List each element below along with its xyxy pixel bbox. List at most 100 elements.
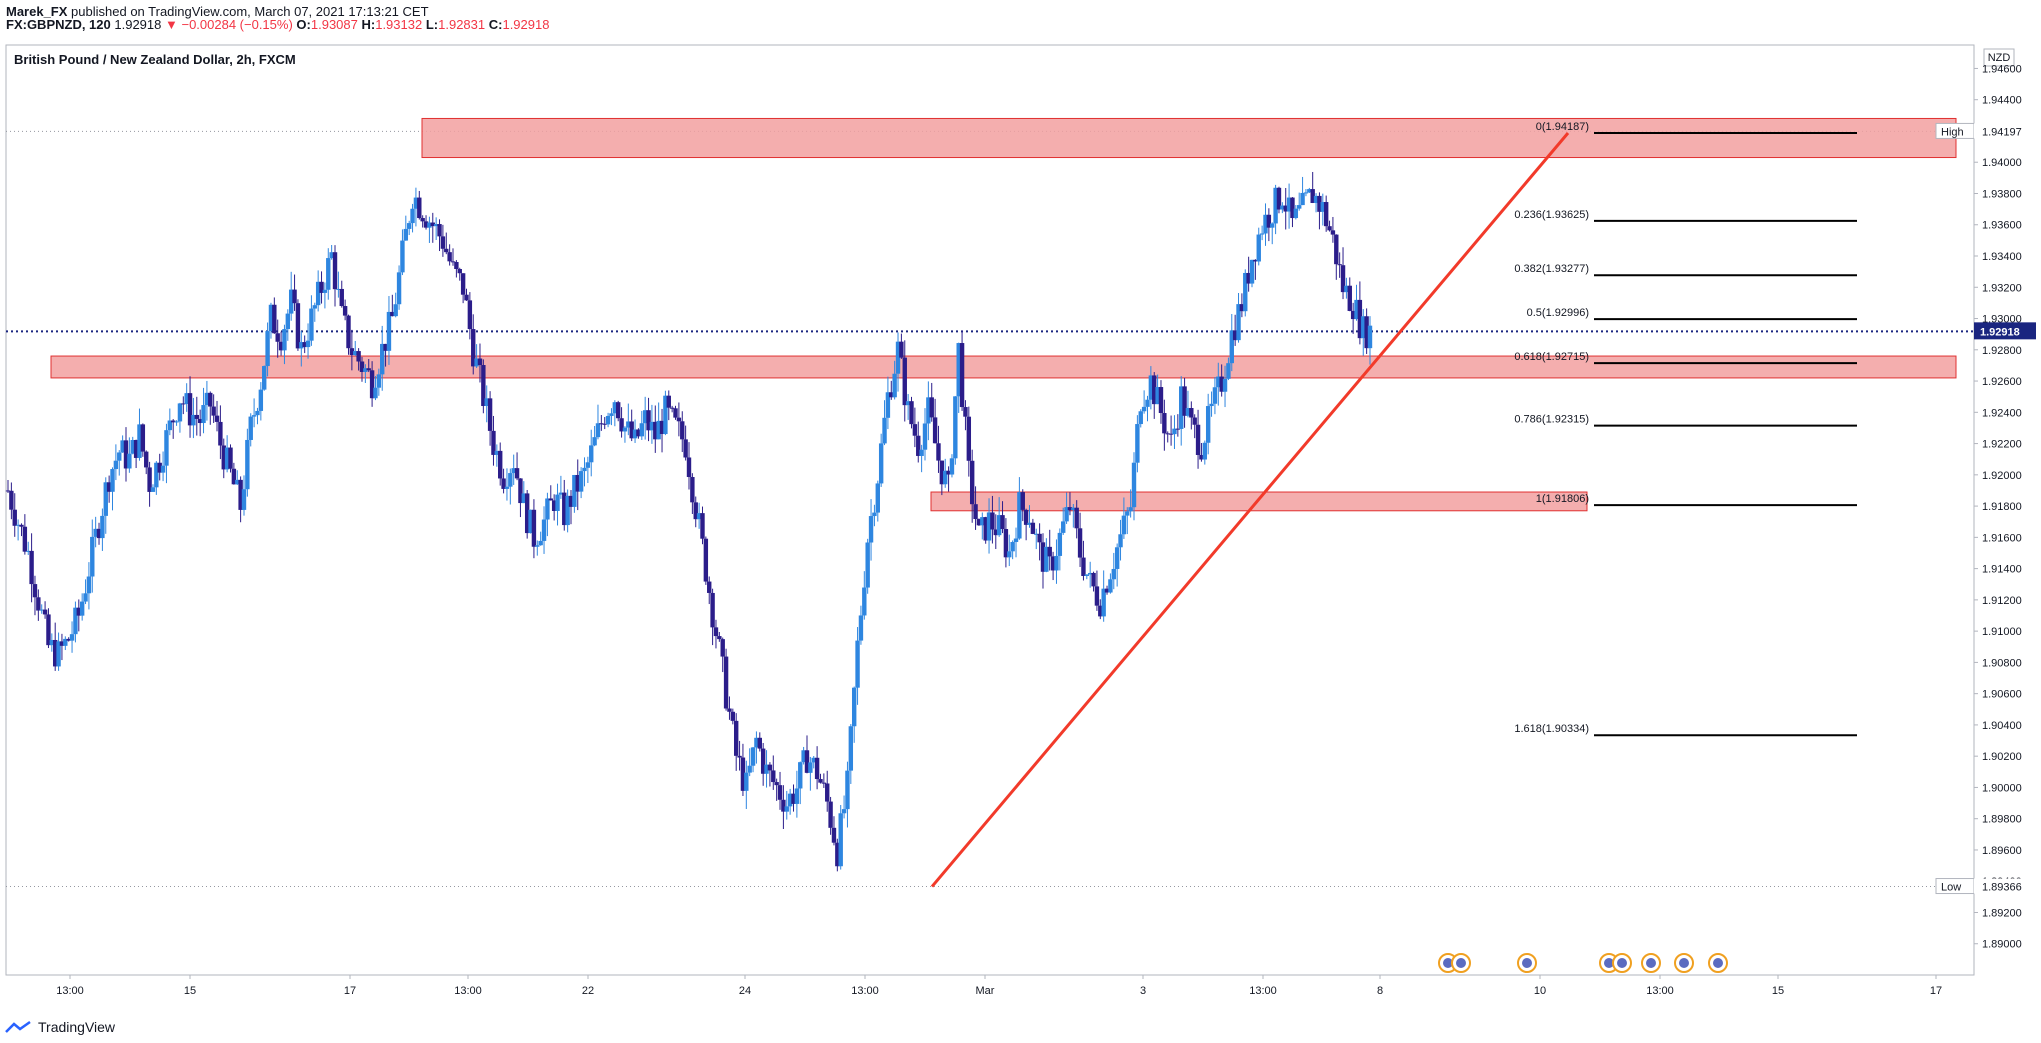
author-name[interactable]: Marek_FX <box>6 4 68 19</box>
candle-body <box>417 197 422 219</box>
y-tick-label: 1.91600 <box>1982 532 2022 544</box>
candle-body <box>1364 316 1369 349</box>
candle-body <box>767 764 773 771</box>
candle-body <box>167 420 173 431</box>
candle-body <box>9 490 14 510</box>
candle-body <box>1216 376 1221 388</box>
candle-body <box>144 451 149 468</box>
candle-body <box>798 762 803 789</box>
candle-body <box>609 413 614 416</box>
candle-body <box>1067 507 1073 511</box>
candle-body <box>878 443 884 484</box>
candle-body <box>184 393 189 404</box>
candle-body <box>946 470 951 475</box>
candle-body <box>447 252 452 262</box>
candle-body <box>380 343 385 375</box>
candle-body <box>278 341 284 351</box>
candle-body <box>1121 515 1127 535</box>
candle-body <box>686 457 692 478</box>
candle-body <box>646 410 651 431</box>
high-tag-label: High <box>1941 126 1964 138</box>
candle-body <box>669 407 675 409</box>
candle-body <box>309 308 314 341</box>
candle-body <box>113 460 119 470</box>
candle-body <box>551 500 557 512</box>
candle-body <box>1185 408 1191 416</box>
event-flag-dot <box>1713 958 1723 968</box>
candle-body <box>575 474 580 492</box>
candle-body <box>430 222 435 227</box>
candle-body <box>1320 202 1326 212</box>
candle-body <box>919 449 924 456</box>
candle-body <box>885 392 891 418</box>
y-tick-label: 1.90600 <box>1982 689 2022 701</box>
candle-body <box>369 370 375 399</box>
candle-body <box>612 402 618 414</box>
candle-body <box>501 478 506 489</box>
candle-body <box>56 641 61 667</box>
candle-body <box>582 467 587 472</box>
candle-body <box>1027 522 1032 525</box>
candle-body <box>393 304 398 317</box>
candle-body <box>221 445 226 470</box>
candle-body <box>356 351 361 362</box>
event-flag-dot <box>1604 958 1614 968</box>
candle-body <box>1047 546 1052 557</box>
candle-body <box>841 809 847 814</box>
candle-body <box>1340 265 1346 293</box>
candle-body <box>66 638 71 641</box>
candle-body <box>976 519 982 526</box>
candle-body <box>801 750 806 763</box>
candle-body <box>595 423 601 438</box>
currency-label: NZD <box>1988 52 2011 64</box>
candle-body <box>110 469 115 492</box>
candle-body <box>326 258 331 290</box>
candle-body <box>312 305 317 309</box>
candle-body <box>457 269 462 274</box>
sr-zone <box>421 117 1957 159</box>
candle-body <box>622 427 628 432</box>
candle-body <box>1350 310 1356 320</box>
candle-body <box>174 421 179 423</box>
candle-body <box>255 410 260 416</box>
candle-body <box>363 368 368 372</box>
candle-body <box>1323 202 1329 227</box>
candle-body <box>659 420 665 435</box>
candle-body <box>319 281 324 293</box>
candle-body <box>211 406 216 416</box>
candle-body <box>1101 588 1106 617</box>
candle-body <box>1135 424 1140 463</box>
y-tick-label: 1.92800 <box>1982 345 2022 357</box>
candle-body <box>332 252 338 290</box>
tradingview-logo[interactable]: TradingView <box>4 1019 115 1035</box>
candle-body <box>1307 189 1312 193</box>
candle-body <box>42 609 48 615</box>
y-tick-label: 1.89600 <box>1982 845 2022 857</box>
candle-body <box>720 639 725 657</box>
candle-body <box>19 524 24 527</box>
candle-body <box>208 392 213 407</box>
y-tick-label: 1.92000 <box>1982 470 2022 482</box>
publish-text: published on TradingView.com, March 07, … <box>71 4 429 19</box>
candle-body <box>531 509 537 547</box>
candle-body <box>454 262 459 270</box>
candle-body <box>106 482 112 492</box>
candle-body <box>872 512 877 517</box>
candle-body <box>787 793 793 807</box>
candle-body <box>238 479 243 510</box>
candle-body <box>160 465 166 473</box>
candle-body <box>744 772 749 791</box>
candle-body <box>922 423 928 450</box>
candle-body <box>538 540 543 546</box>
candle-body <box>1280 205 1285 210</box>
candle-body <box>1003 529 1009 558</box>
candle-body <box>5 490 11 492</box>
candle-body <box>548 498 553 501</box>
y-tick-label: 1.94600 <box>1982 63 2022 75</box>
candle-body <box>642 410 648 424</box>
candle-body <box>936 443 941 461</box>
candle-body <box>386 311 392 351</box>
candle-body <box>157 462 162 473</box>
candle-body <box>147 467 152 492</box>
